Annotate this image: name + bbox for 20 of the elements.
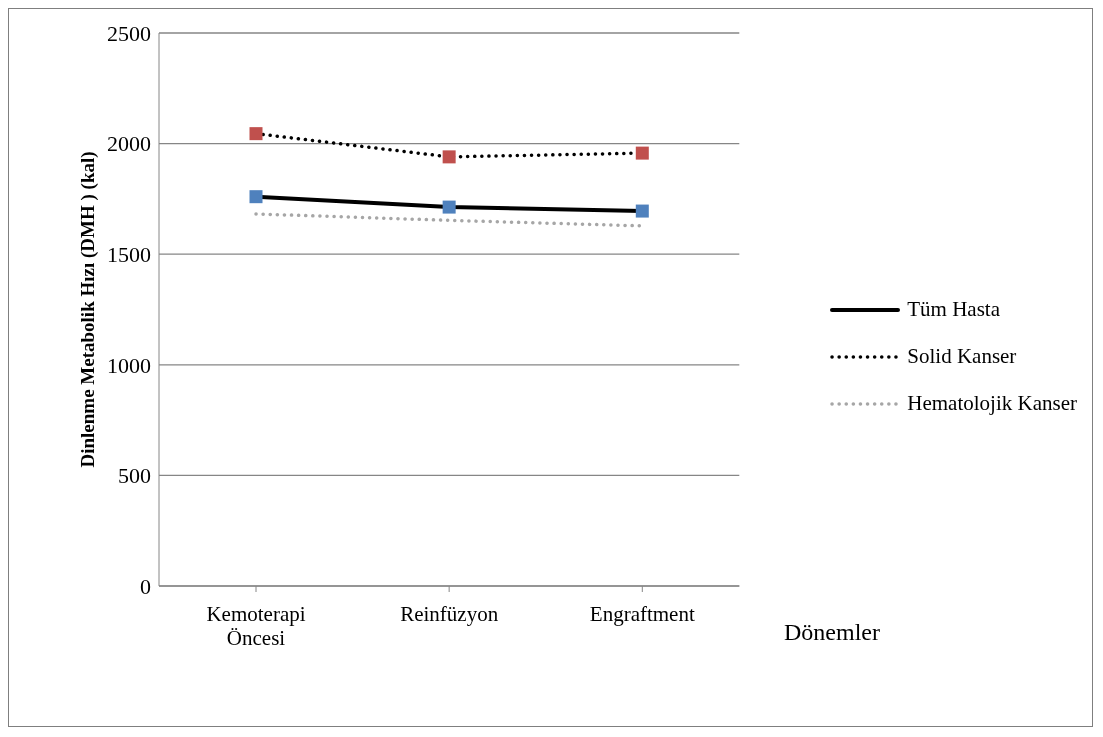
y-tick-label: 2500 <box>107 20 151 46</box>
y-tick-label: 0 <box>140 573 151 599</box>
point <box>635 204 649 218</box>
y-axis-title: Dinlenme Metabolik Hızı (DMH ) (kal) <box>76 151 99 468</box>
y-tick-label: 1000 <box>107 352 151 378</box>
x-tick-label: Reinfüzyon <box>400 601 499 626</box>
legend-label: Solid Kanser <box>907 344 1017 369</box>
point <box>442 150 456 164</box>
point <box>249 190 263 204</box>
legend-label: Hematolojik Kanser <box>907 391 1077 416</box>
legend-label: Tüm Hasta <box>907 297 1001 322</box>
text: Dönemler <box>784 619 880 646</box>
point <box>442 200 456 214</box>
y-tick-label: 1500 <box>107 242 151 268</box>
y-tick-label: 2000 <box>107 131 151 157</box>
x-tick-label: Engraftment <box>589 601 695 626</box>
x-tick-label: Kemoterapi Öncesi <box>206 601 306 651</box>
point <box>249 127 263 141</box>
y-tick-label: 500 <box>118 463 151 489</box>
point <box>635 146 649 160</box>
